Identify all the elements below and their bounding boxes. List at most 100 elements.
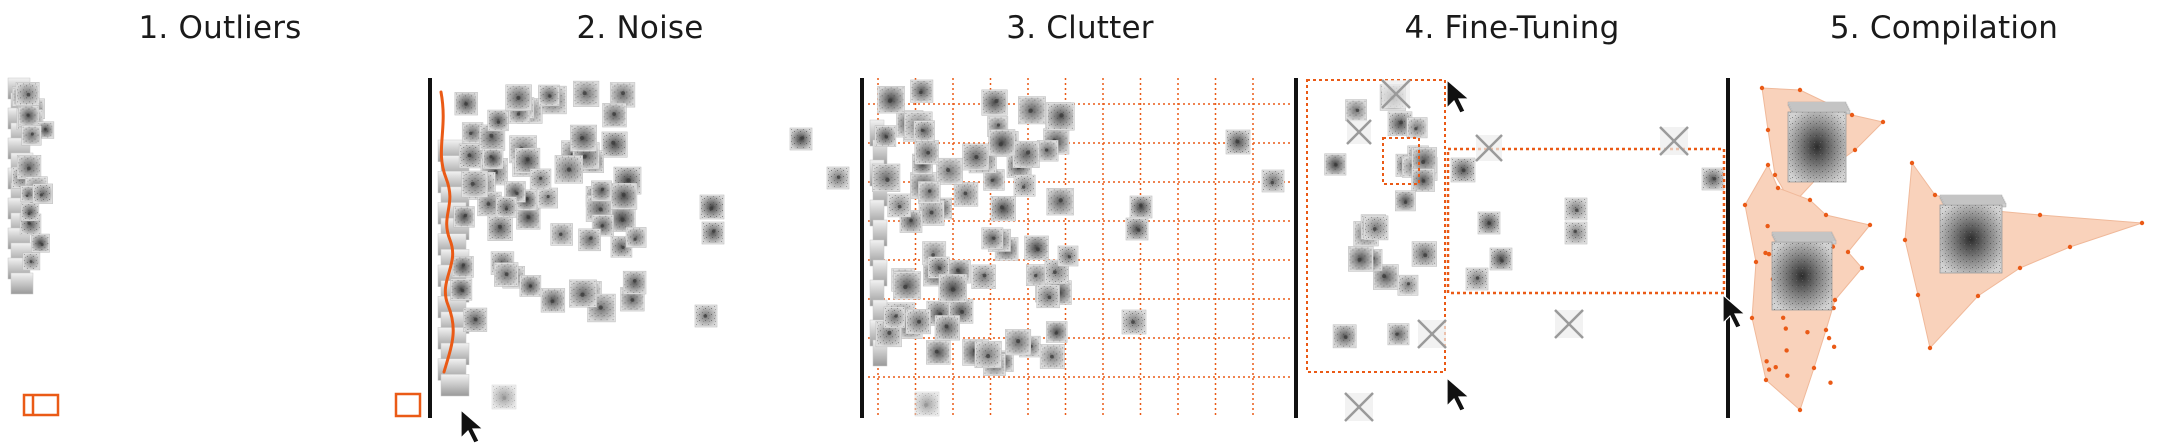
image-thumbnail[interactable] [1387,111,1413,137]
image-thumbnail[interactable] [1057,245,1079,267]
image-thumbnail[interactable] [602,103,627,128]
image-thumbnail[interactable] [494,262,519,287]
image-thumbnail[interactable] [32,183,53,204]
image-thumbnail[interactable] [495,196,517,218]
image-thumbnail[interactable] [625,227,647,248]
image-thumbnail[interactable] [537,187,558,209]
image-thumbnail[interactable] [450,278,473,301]
image-thumbnail[interactable] [1125,217,1149,241]
selection-box[interactable] [1306,79,1446,373]
image-thumbnail[interactable] [877,85,905,114]
image-thumbnail[interactable] [529,168,552,190]
image-thumbnail[interactable] [874,125,897,147]
image-thumbnail[interactable] [463,307,488,332]
image-thumbnail[interactable] [504,181,526,203]
selection-box[interactable] [1382,137,1420,185]
image-thumbnail[interactable] [1397,274,1419,296]
image-thumbnail[interactable] [1012,140,1040,168]
image-thumbnail[interactable] [487,109,509,132]
image-thumbnail[interactable] [1363,215,1389,241]
image-thumbnail[interactable] [1225,129,1251,155]
image-thumbnail[interactable] [872,163,901,192]
image-thumbnail[interactable] [22,252,41,271]
image-thumbnail[interactable] [701,221,725,245]
image-thumbnail[interactable] [550,223,573,246]
image-thumbnail[interactable] [1373,264,1399,290]
image-thumbnail[interactable] [31,233,50,253]
image-thumbnail[interactable] [1411,147,1438,173]
image-thumbnail[interactable] [1489,247,1513,271]
image-thumbnail[interactable] [622,270,647,295]
image-thumbnail[interactable] [789,127,813,151]
image-thumbnail[interactable] [1406,117,1428,139]
image-thumbnail[interactable] [918,200,945,226]
image-thumbnail[interactable] [482,148,504,170]
image-thumbnail[interactable] [20,202,40,222]
cluster-representative-thumbnail[interactable] [1771,231,1837,311]
image-thumbnail[interactable] [591,180,612,202]
image-thumbnail[interactable] [1477,211,1501,235]
image-thumbnail[interactable] [1564,197,1588,221]
image-thumbnail[interactable] [1345,99,1367,122]
image-thumbnail[interactable] [974,340,1002,369]
image-thumbnail[interactable] [519,275,542,297]
cluster-representative-thumbnail[interactable] [1939,194,2007,274]
image-thumbnail[interactable] [938,274,968,303]
image-thumbnail[interactable] [1564,221,1588,245]
image-thumbnail[interactable] [1387,323,1410,346]
image-thumbnail[interactable] [971,264,996,289]
image-thumbnail[interactable] [458,143,484,169]
image-thumbnail[interactable] [1036,284,1060,309]
square-outline-icon[interactable] [394,392,422,418]
image-thumbnail[interactable] [887,193,912,218]
image-thumbnail[interactable] [1465,267,1489,291]
image-thumbnail[interactable] [461,170,488,198]
image-thumbnail[interactable] [1395,190,1416,212]
image-thumbnail[interactable] [927,256,950,279]
image-thumbnail[interactable] [913,120,935,142]
image-thumbnail[interactable] [569,279,597,308]
image-thumbnail[interactable] [1332,324,1357,349]
image-thumbnail[interactable] [918,181,941,204]
image-thumbnail[interactable] [540,288,566,313]
image-thumbnail[interactable] [1046,102,1075,131]
image-thumbnail[interactable] [948,298,974,324]
cluster-representative-thumbnail[interactable] [1787,101,1851,183]
image-thumbnail[interactable] [461,122,484,144]
image-thumbnail[interactable] [694,304,718,328]
sidebar-panel-icon[interactable] [22,393,60,417]
image-thumbnail[interactable] [1013,174,1036,197]
image-thumbnail[interactable] [587,293,616,323]
image-thumbnail[interactable] [1411,241,1437,267]
image-thumbnail[interactable] [505,84,532,111]
image-thumbnail[interactable] [1024,235,1049,261]
image-thumbnail[interactable] [826,166,850,190]
image-thumbnail[interactable] [491,384,517,410]
image-thumbnail[interactable] [910,79,934,103]
selection-box[interactable] [1446,147,1726,295]
image-thumbnail[interactable] [570,124,597,152]
image-thumbnail[interactable] [16,154,42,180]
image-thumbnail[interactable] [936,157,963,185]
image-thumbnail[interactable] [926,340,951,365]
image-thumbnail[interactable] [609,82,636,108]
image-thumbnail[interactable] [1037,140,1059,162]
image-thumbnail[interactable] [451,256,474,278]
image-thumbnail[interactable] [601,131,628,158]
image-thumbnail[interactable] [477,191,502,217]
edge-stacked-thumbnail[interactable] [10,272,34,295]
image-thumbnail[interactable] [981,227,1004,250]
image-thumbnail[interactable] [554,155,583,184]
image-thumbnail[interactable] [953,182,979,207]
image-thumbnail[interactable] [981,89,1008,116]
image-thumbnail[interactable] [578,228,601,252]
image-thumbnail[interactable] [1039,344,1065,369]
image-thumbnail[interactable] [487,215,513,241]
image-thumbnail[interactable] [983,169,1005,191]
image-thumbnail[interactable] [914,391,940,417]
image-thumbnail[interactable] [1701,167,1725,191]
image-thumbnail[interactable] [516,205,541,230]
image-thumbnail[interactable] [1129,195,1153,219]
image-thumbnail[interactable] [1025,264,1048,287]
image-thumbnail[interactable] [988,129,1016,157]
